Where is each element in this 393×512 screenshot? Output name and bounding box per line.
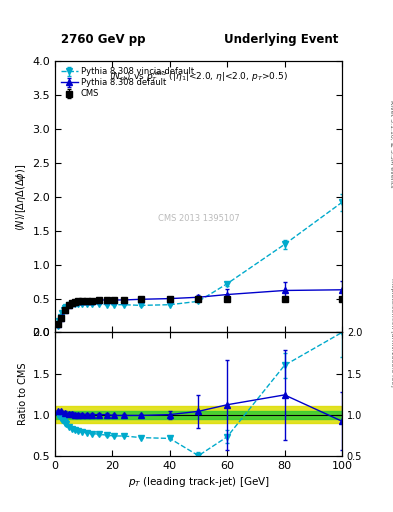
Text: Rivet 3.1.10, ≥ 3.5M events: Rivet 3.1.10, ≥ 3.5M events xyxy=(390,100,393,187)
Legend: Pythia 8.308 vincia-default, Pythia 8.308 default, CMS: Pythia 8.308 vincia-default, Pythia 8.30… xyxy=(59,66,196,100)
Text: $\langle N_{ch}\rangle$ vs $p_T^{lead}$ ($|\eta_1|$<2.0, $\eta$|<2.0, $p_T$>0.5): $\langle N_{ch}\rangle$ vs $p_T^{lead}$ … xyxy=(109,70,288,84)
Bar xyxy=(55,411,342,419)
Text: Underlying Event: Underlying Event xyxy=(224,33,339,46)
X-axis label: $p_T$ (leading track-jet) [GeV]: $p_T$ (leading track-jet) [GeV] xyxy=(127,475,270,489)
Y-axis label: Ratio to CMS: Ratio to CMS xyxy=(18,363,28,425)
Text: 2760 GeV pp: 2760 GeV pp xyxy=(61,33,145,46)
Text: CMS 2013 1395107: CMS 2013 1395107 xyxy=(158,214,239,223)
Y-axis label: $\langle N\rangle/[\Delta\eta\Delta(\Delta\phi)]$: $\langle N\rangle/[\Delta\eta\Delta(\Del… xyxy=(14,163,28,230)
Text: mcplots.cern.ch [arXiv:1306.3436]: mcplots.cern.ch [arXiv:1306.3436] xyxy=(390,279,393,387)
Bar xyxy=(55,407,342,423)
